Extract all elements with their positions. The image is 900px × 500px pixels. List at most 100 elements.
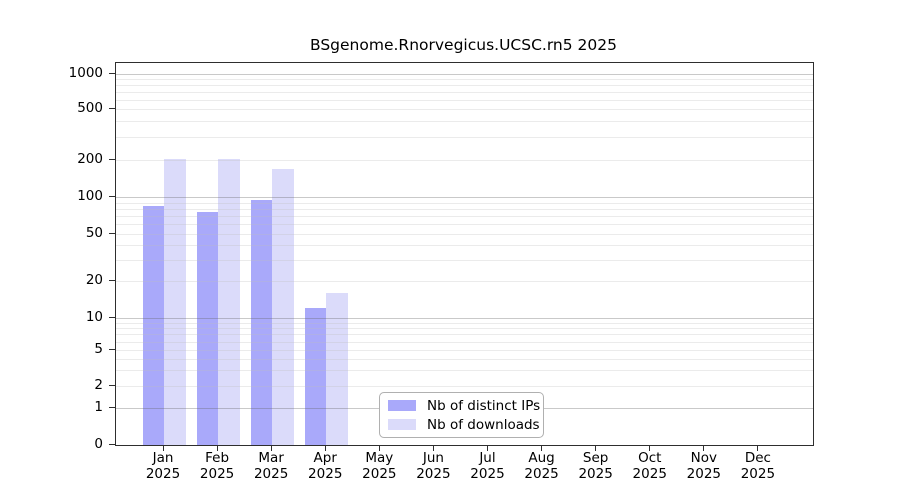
gridline-70 — [116, 216, 813, 218]
gridline-400 — [116, 121, 813, 123]
x-tick-month: Jan — [152, 450, 174, 466]
gridline-20 — [116, 281, 813, 282]
gridline-1000 — [116, 74, 813, 75]
x-tick-month: Apr — [313, 450, 337, 466]
legend-item-distinct-ips: Nb of distinct IPs — [380, 397, 543, 414]
gridline-100 — [116, 197, 813, 198]
legend: Nb of distinct IPs Nb of downloads — [379, 392, 544, 438]
x-tick-year: 2025 — [470, 465, 505, 482]
gridline-3 — [116, 370, 813, 372]
x-tick-month: Feb — [205, 450, 230, 466]
x-tick-label-jul: Jul 2025 — [457, 450, 517, 482]
y-tick-mark-200 — [109, 159, 115, 160]
y-tick-mark-500 — [109, 108, 115, 109]
y-tick-mark-5 — [109, 349, 115, 350]
x-tick-label-dec: Dec 2025 — [728, 450, 788, 482]
x-tick-mark-feb — [216, 445, 218, 451]
y-tick-label-20: 20 — [85, 272, 103, 288]
gridline-4 — [116, 358, 813, 360]
x-tick-mark-jul — [486, 445, 488, 451]
x-tick-mark-nov — [703, 445, 705, 451]
bar-mar-distinct-ips — [250, 199, 273, 445]
x-tick-year: 2025 — [253, 465, 289, 482]
x-tick-label-oct: Oct 2025 — [620, 450, 680, 482]
x-tick-year: 2025 — [524, 465, 559, 482]
gridline-30 — [116, 260, 813, 262]
x-tick-mark-jun — [432, 445, 434, 451]
x-tick-mark-oct — [649, 445, 651, 451]
x-tick-month: May — [365, 450, 394, 466]
x-tick-label-nov: Nov 2025 — [674, 450, 734, 482]
x-tick-label-aug: Aug 2025 — [512, 450, 572, 482]
legend-swatch-distinct-ips — [388, 400, 416, 411]
bars-layer — [116, 63, 813, 445]
x-tick-month: Jul — [479, 450, 496, 466]
x-tick-mark-aug — [541, 445, 543, 451]
bar-mar-downloads — [272, 169, 294, 445]
bar-apr-downloads — [326, 292, 348, 445]
x-tick-mark-mar — [270, 445, 272, 451]
x-tick-month: Oct — [638, 450, 662, 466]
gridline-500 — [116, 109, 813, 110]
x-tick-year: 2025 — [686, 465, 721, 482]
gridline-10 — [116, 318, 813, 319]
x-tick-label-jan: Jan 2025 — [133, 450, 193, 482]
x-tick-month: Jun — [422, 450, 444, 466]
bar-jan-distinct-ips — [142, 206, 164, 445]
x-tick-label-may: May 2025 — [349, 450, 409, 482]
gridline-7 — [116, 334, 813, 336]
legend-label-distinct-ips: Nb of distinct IPs — [427, 397, 541, 414]
gridline-300 — [116, 137, 813, 139]
gridline-700 — [116, 92, 813, 93]
x-tick-month: Nov — [690, 450, 717, 466]
x-tick-label-sep: Sep 2025 — [566, 450, 626, 482]
x-tick-year: 2025 — [199, 465, 235, 482]
gridline-200 — [116, 160, 813, 161]
y-tick-label-50: 50 — [85, 225, 103, 241]
gridline-60 — [116, 224, 813, 226]
gridline-600 — [116, 99, 813, 101]
x-tick-month: Dec — [744, 450, 771, 466]
y-tick-mark-1000 — [109, 73, 115, 74]
legend-label-downloads: Nb of downloads — [427, 416, 540, 433]
x-tick-label-feb: Feb 2025 — [187, 450, 247, 482]
y-tick-mark-2 — [109, 385, 115, 386]
gridline-6 — [116, 341, 813, 343]
y-tick-label-1000: 1000 — [68, 65, 103, 81]
x-tick-month: Mar — [258, 450, 284, 466]
bar-feb-distinct-ips — [196, 211, 219, 445]
x-tick-year: 2025 — [145, 465, 181, 482]
bar-feb-downloads — [218, 158, 240, 445]
y-tick-label-100: 100 — [77, 188, 103, 204]
gridline-900 — [116, 79, 813, 81]
gridline-800 — [116, 85, 813, 87]
grid-layer — [116, 63, 813, 445]
x-tick-label-mar: Mar 2025 — [241, 450, 301, 482]
bar-apr-distinct-ips — [304, 308, 327, 445]
gridline-8 — [116, 328, 813, 330]
y-tick-mark-1 — [109, 407, 115, 408]
y-tick-label-500: 500 — [77, 100, 103, 116]
gridline-5 — [116, 350, 813, 351]
x-tick-year: 2025 — [362, 465, 397, 482]
gridline-50 — [116, 234, 813, 235]
gridline-2 — [116, 386, 813, 387]
x-tick-year: 2025 — [578, 465, 613, 482]
y-tick-mark-10 — [109, 317, 115, 318]
y-tick-mark-0 — [109, 444, 115, 445]
y-tick-label-10: 10 — [85, 309, 103, 325]
x-tick-mark-dec — [757, 445, 759, 451]
y-tick-mark-20 — [109, 280, 115, 281]
y-tick-mark-50 — [109, 233, 115, 234]
gridline-80 — [116, 208, 813, 210]
bar-jan-downloads — [164, 159, 186, 445]
y-tick-label-200: 200 — [77, 151, 103, 167]
x-tick-label-jun: Jun 2025 — [403, 450, 463, 482]
y-tick-mark-100 — [109, 196, 115, 197]
gridline-40 — [116, 245, 813, 247]
x-tick-mark-sep — [595, 445, 597, 451]
y-tick-label-1: 1 — [94, 399, 103, 415]
y-tick-label-0: 0 — [94, 436, 103, 452]
x-tick-year: 2025 — [632, 465, 667, 482]
